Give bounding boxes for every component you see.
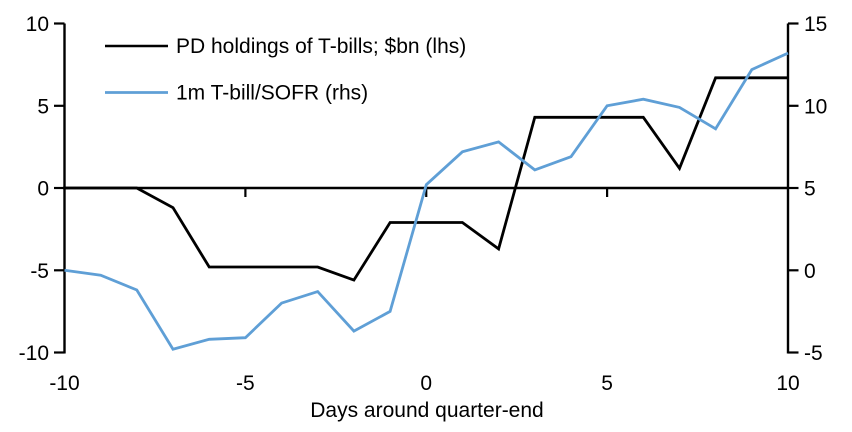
x-tick-5: 5 <box>601 372 613 395</box>
right-tick-m5: -5 <box>804 342 823 365</box>
x-tick-10: 10 <box>776 372 799 395</box>
left-tick-5: 5 <box>37 95 49 118</box>
right-tick-10: 10 <box>804 95 827 118</box>
tbill-sofr-line <box>64 51 789 351</box>
legend: PD holdings of T-bills; $bn (lhs) 1m T-b… <box>105 35 466 105</box>
x-tick-m10: -10 <box>49 372 79 395</box>
legend-label-pd-holdings: PD holdings of T-bills; $bn (lhs) <box>176 35 466 58</box>
right-tick-0: 0 <box>804 260 816 283</box>
x-axis-title: Days around quarter-end <box>310 399 543 422</box>
right-tick-15: 15 <box>804 13 827 36</box>
x-tick-0: 0 <box>420 372 432 395</box>
x-tick-m5: -5 <box>236 372 255 395</box>
right-tick-5: 5 <box>804 178 816 201</box>
left-tick-m5: -5 <box>30 260 49 283</box>
y-axis-left: 10 5 0 -5 -10 <box>19 13 66 365</box>
y-axis-right: 15 10 5 0 -5 <box>786 13 827 365</box>
legend-label-tbill-sofr: 1m T-bill/SOFR (rhs) <box>176 82 368 105</box>
x-axis: -10 -5 0 5 10 Days around quarter-end <box>49 188 800 422</box>
left-tick-0: 0 <box>37 178 49 201</box>
left-tick-10: 10 <box>26 13 49 36</box>
pd-holdings-line <box>64 76 788 282</box>
left-tick-m10: -10 <box>19 342 49 365</box>
